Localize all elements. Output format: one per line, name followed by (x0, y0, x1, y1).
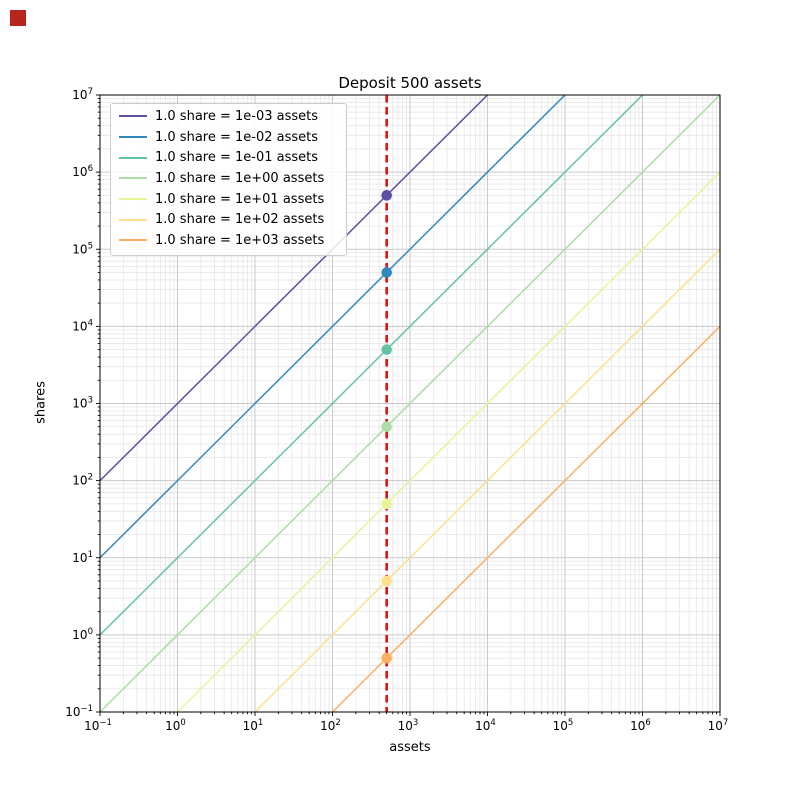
legend-entry: 1.0 share = 1e+01 assets (111, 189, 346, 210)
series-line (99, 94, 721, 713)
legend-entry: 1.0 share = 1e+00 assets (111, 168, 346, 189)
legend-label: 1.0 share = 1e+02 assets (155, 212, 325, 228)
legend-label: 1.0 share = 1e+03 assets (155, 232, 325, 248)
legend: 1.0 share = 1e-03 assets 1.0 share = 1e-… (110, 103, 347, 256)
legend-line-swatch (119, 156, 147, 159)
y-tick-label: 106 (72, 164, 93, 179)
series-line (176, 171, 721, 713)
legend-label: 1.0 share = 1e-02 assets (155, 129, 319, 145)
axis-ticks (96, 94, 721, 716)
marker-point (381, 575, 392, 587)
marker-point (381, 498, 392, 510)
x-tick-label: 100 (165, 718, 186, 733)
legend-line-swatch (119, 177, 147, 180)
series-line (254, 248, 721, 713)
legend-line-swatch (119, 198, 147, 201)
legend-line-swatch (119, 218, 147, 221)
x-tick-label: 101 (243, 718, 264, 733)
series-line (99, 94, 489, 482)
y-tick-label: 101 (72, 550, 93, 565)
legend-line-swatch (119, 239, 147, 242)
legend-entry: 1.0 share = 1e-02 assets (111, 127, 346, 148)
y-tick-label: 102 (72, 473, 93, 488)
y-tick-label: 105 (72, 241, 93, 256)
marker-point (381, 190, 392, 201)
legend-entry: 1.0 share = 1e-03 assets (111, 106, 346, 127)
x-tick-label: 106 (630, 718, 651, 733)
y-tick-label: 104 (72, 318, 93, 333)
red-corner-marker (10, 10, 26, 26)
x-tick-label: 102 (320, 718, 341, 733)
legend-line-swatch (119, 136, 147, 139)
x-tick-label: 104 (475, 718, 496, 733)
x-tick-label: 105 (553, 718, 574, 733)
y-axis-label: shares (33, 381, 49, 424)
legend-entry: 1.0 share = 1e-01 assets (111, 147, 346, 168)
legend-label: 1.0 share = 1e-01 assets (155, 150, 319, 166)
series-line (99, 94, 566, 559)
y-tick-label: 100 (72, 627, 93, 642)
legend-entry: 1.0 share = 1e+02 assets (111, 209, 346, 230)
legend-label: 1.0 share = 1e+01 assets (155, 191, 325, 207)
x-axis-label: assets (389, 740, 431, 755)
x-tick-label: 103 (398, 718, 419, 733)
legend-line-swatch (119, 115, 147, 118)
legend-entry: 1.0 share = 1e+03 assets (111, 230, 346, 251)
marker-point (381, 344, 392, 355)
x-tick-label: 10−1 (84, 718, 112, 733)
legend-label: 1.0 share = 1e-03 assets (155, 108, 319, 124)
marker-point (381, 652, 392, 664)
chart-title: Deposit 500 assets (338, 74, 482, 92)
marker-point (381, 267, 392, 278)
y-tick-label: 10−1 (65, 704, 93, 719)
series-line (331, 325, 721, 713)
y-tick-label: 107 (72, 87, 93, 102)
x-tick-label: 107 (708, 718, 729, 733)
marker-point (381, 421, 392, 433)
y-tick-label: 103 (72, 396, 93, 411)
series-line (99, 94, 644, 636)
legend-label: 1.0 share = 1e+00 assets (155, 170, 325, 186)
